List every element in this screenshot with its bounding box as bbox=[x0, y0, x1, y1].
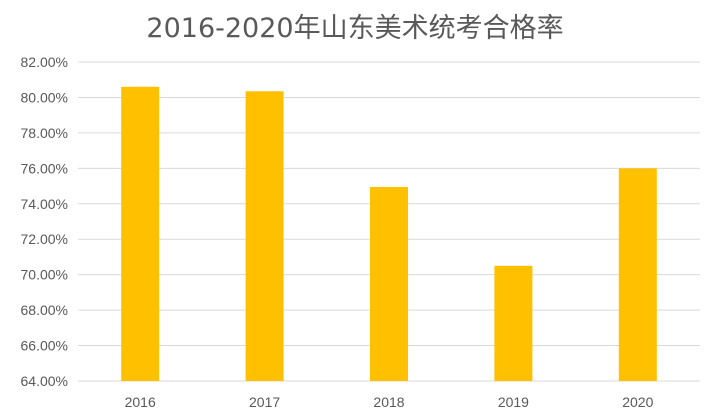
bar-2016 bbox=[121, 86, 160, 382]
chart-title: 2016-2020年山东美术统考合格率 bbox=[146, 13, 564, 44]
y-tick-label: 74.00% bbox=[21, 196, 68, 212]
y-tick-label: 64.00% bbox=[21, 373, 68, 389]
y-tick-label: 80.00% bbox=[21, 89, 68, 105]
y-tick-label: 76.00% bbox=[21, 160, 68, 176]
x-tick-label: 2018 bbox=[373, 394, 404, 410]
x-tick-label: 2017 bbox=[249, 394, 280, 410]
bar-2017 bbox=[245, 91, 284, 381]
x-tick-label: 2016 bbox=[125, 394, 156, 410]
y-tick-label: 78.00% bbox=[21, 125, 68, 141]
x-tick-label: 2019 bbox=[498, 394, 529, 410]
bar-2018 bbox=[370, 186, 408, 381]
y-tick-label: 70.00% bbox=[21, 267, 68, 283]
x-tick-label: 2020 bbox=[622, 394, 653, 410]
y-tick-label: 72.00% bbox=[21, 231, 68, 247]
y-tick-label: 68.00% bbox=[21, 302, 68, 318]
bar-2019 bbox=[494, 265, 533, 381]
bar-2020 bbox=[618, 168, 657, 381]
y-tick-label: 66.00% bbox=[21, 338, 68, 354]
y-tick-label: 82.00% bbox=[21, 54, 68, 70]
